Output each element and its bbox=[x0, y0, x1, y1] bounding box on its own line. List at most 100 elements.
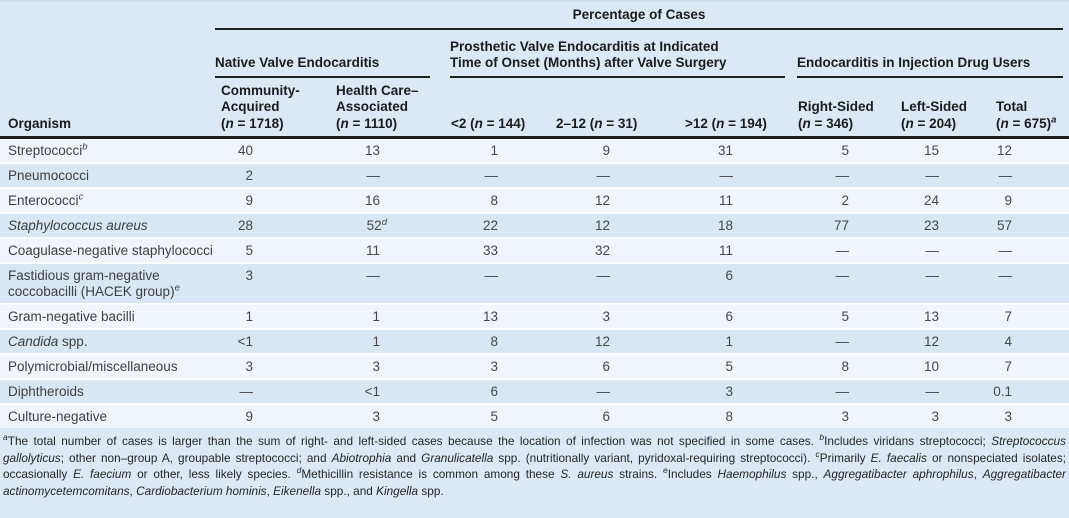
text-segment: = 204) bbox=[913, 115, 957, 131]
organism-cell: Culture-negative bbox=[0, 403, 215, 428]
text-segment: Staphylococcus aureus bbox=[8, 218, 148, 233]
value-cell: 5 bbox=[215, 237, 330, 263]
text-segment: Eikenella bbox=[273, 483, 322, 498]
organism-cell: Gram-negative bacilli bbox=[0, 303, 215, 329]
text-segment: n bbox=[1000, 115, 1009, 131]
table-row: Gram-negative bacilli 1 1 13 3 6 5 13 7 bbox=[0, 303, 1069, 329]
value-cell: 52d bbox=[330, 212, 445, 238]
text-segment: Granulicatella bbox=[421, 450, 494, 465]
value-cell: 3 bbox=[330, 403, 445, 428]
value-cell: 7 bbox=[992, 353, 1069, 379]
value-cell: — bbox=[792, 237, 895, 263]
value-cell: — bbox=[550, 162, 665, 188]
text-segment: Primarily bbox=[819, 450, 871, 465]
table-row: Candida spp. <1 1 8 12 1—12 4 bbox=[0, 328, 1069, 354]
value-cell: 2 bbox=[792, 187, 895, 213]
value-cell: 24 bbox=[895, 187, 992, 213]
text-segment: and bbox=[391, 450, 422, 465]
text-segment: Coagulase-negative staphylococci bbox=[8, 243, 213, 258]
value-cell: 1 bbox=[215, 303, 330, 329]
organism-cell: Candida spp. bbox=[0, 328, 215, 354]
value-cell: 33 bbox=[445, 237, 550, 263]
organism-cell: Staphylococcus aureus bbox=[0, 212, 215, 238]
value-cell: 32 bbox=[550, 237, 665, 263]
text-segment: 52 bbox=[366, 218, 382, 233]
value-cell: 28 bbox=[215, 212, 330, 238]
value-cell: 5 bbox=[445, 403, 550, 428]
value-cell: 8 bbox=[792, 353, 895, 379]
value-cell: — bbox=[992, 237, 1069, 263]
group-label-prosthetic-valve: Prosthetic Valve Endocarditis at Indicat… bbox=[450, 39, 785, 78]
superscript-marker: c bbox=[78, 191, 84, 203]
table-row: Culture-negative 9 3 5 6 8 3 3 3 bbox=[0, 403, 1069, 428]
group-header-injection-drug-users: Endocarditis in Injection Drug Users bbox=[792, 30, 1069, 78]
column-header-row: Community- Acquired (n = 1718) Health Ca… bbox=[0, 77, 1069, 139]
value-cell: 13 bbox=[445, 303, 550, 329]
value-cell: — bbox=[895, 162, 992, 188]
text-segment: >12 ( bbox=[685, 115, 717, 131]
text-segment: n bbox=[802, 115, 811, 131]
value-cell: — bbox=[445, 262, 550, 304]
superscript-marker: a bbox=[1051, 114, 1057, 125]
text-segment: Haemophilus bbox=[717, 467, 787, 482]
value-cell: 6 bbox=[445, 378, 550, 404]
text-segment: Pneumococci bbox=[8, 168, 90, 183]
value-cell: 3 bbox=[215, 353, 330, 379]
superscript-marker: a bbox=[3, 432, 8, 443]
organism-header-label: Organism bbox=[8, 115, 72, 131]
value-cell: 8 bbox=[665, 403, 792, 428]
column-header-onset-2-12: 2–12 (n = 31) bbox=[550, 77, 665, 139]
value-cell: 6 bbox=[550, 403, 665, 428]
text-segment: = 1110) bbox=[348, 115, 398, 131]
value-cell: — bbox=[792, 162, 895, 188]
table-row: Pneumococci 2— — — — — — — bbox=[0, 162, 1069, 188]
text-segment: S. aureus bbox=[560, 467, 614, 482]
column-header-community-acquired: Community- Acquired (n = 1718) bbox=[215, 77, 330, 139]
value-cell: — bbox=[992, 262, 1069, 304]
text-segment: Left-Sided ( bbox=[901, 99, 967, 131]
text-segment: = 346) bbox=[810, 115, 854, 131]
table-row: Polymicrobial/miscellaneous 3 3 3 6 5 8 10 7 bbox=[0, 353, 1069, 379]
column-header-right-sided: Right-Sided (n = 346) bbox=[792, 77, 895, 139]
value-cell: 3 bbox=[215, 262, 330, 304]
text-segment: spp. bbox=[58, 334, 88, 349]
text-segment: Right-Sided ( bbox=[798, 99, 874, 131]
superscript-marker: e bbox=[663, 465, 668, 476]
value-cell: — bbox=[665, 162, 792, 188]
value-cell: 57 bbox=[992, 212, 1069, 238]
text-segment: Gram-negative bacilli bbox=[8, 309, 135, 324]
organism-cell: Streptococcib bbox=[0, 138, 215, 164]
value-cell: 5 bbox=[665, 353, 792, 379]
value-cell: 3 bbox=[895, 403, 992, 428]
value-cell: 5 bbox=[841, 143, 849, 158]
column-header-total: Total (n = 675)a bbox=[992, 77, 1069, 139]
text-segment: Health Care– Associated ( bbox=[336, 82, 419, 131]
value-cell: — bbox=[792, 328, 895, 354]
value-cell: 12 bbox=[550, 187, 665, 213]
value-cell: 11 bbox=[330, 237, 445, 263]
column-header-onset-lt2: <2 (n = 144) bbox=[445, 77, 550, 139]
text-segment: = 144) bbox=[482, 115, 526, 131]
text-segment: Community- Acquired ( bbox=[221, 82, 300, 131]
text-segment: spp. bbox=[418, 483, 444, 498]
text-segment: , bbox=[266, 483, 274, 498]
spanner-row: Organism Percentage of Cases bbox=[0, 2, 1069, 139]
value-cell: 3 bbox=[330, 353, 445, 379]
text-segment: Fastidious gram-negative coccobacilli (H… bbox=[8, 268, 175, 299]
text-segment: Methicillin resistance is common among t… bbox=[301, 467, 561, 482]
text-segment: spp., bbox=[786, 467, 824, 482]
value-cell: <1 bbox=[330, 378, 445, 404]
text-segment: n bbox=[474, 115, 483, 131]
text-segment: or nonspeciated isolates; occasionally bbox=[3, 450, 1067, 482]
value-cell: 3 bbox=[792, 403, 895, 428]
text-segment: Kingella bbox=[376, 483, 419, 498]
superscript-marker: d bbox=[296, 465, 302, 476]
text-segment: = 1718) bbox=[233, 115, 284, 131]
group-header-native-valve: Native Valve Endocarditis bbox=[215, 30, 445, 78]
value-cell: — bbox=[792, 378, 895, 404]
text-segment: Enterococci bbox=[8, 193, 79, 208]
text-segment: ; other non–group A, groupable streptoco… bbox=[60, 450, 332, 465]
value-cell: — bbox=[550, 262, 665, 304]
text-segment: Cardiobacterium hominis bbox=[136, 483, 267, 498]
value-cell: — bbox=[895, 378, 992, 404]
